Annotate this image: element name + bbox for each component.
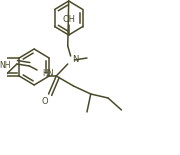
Text: N: N: [73, 55, 79, 64]
Text: NH: NH: [0, 60, 11, 69]
Text: OH: OH: [62, 15, 75, 24]
Text: HN: HN: [42, 69, 53, 78]
Text: O: O: [41, 97, 48, 106]
